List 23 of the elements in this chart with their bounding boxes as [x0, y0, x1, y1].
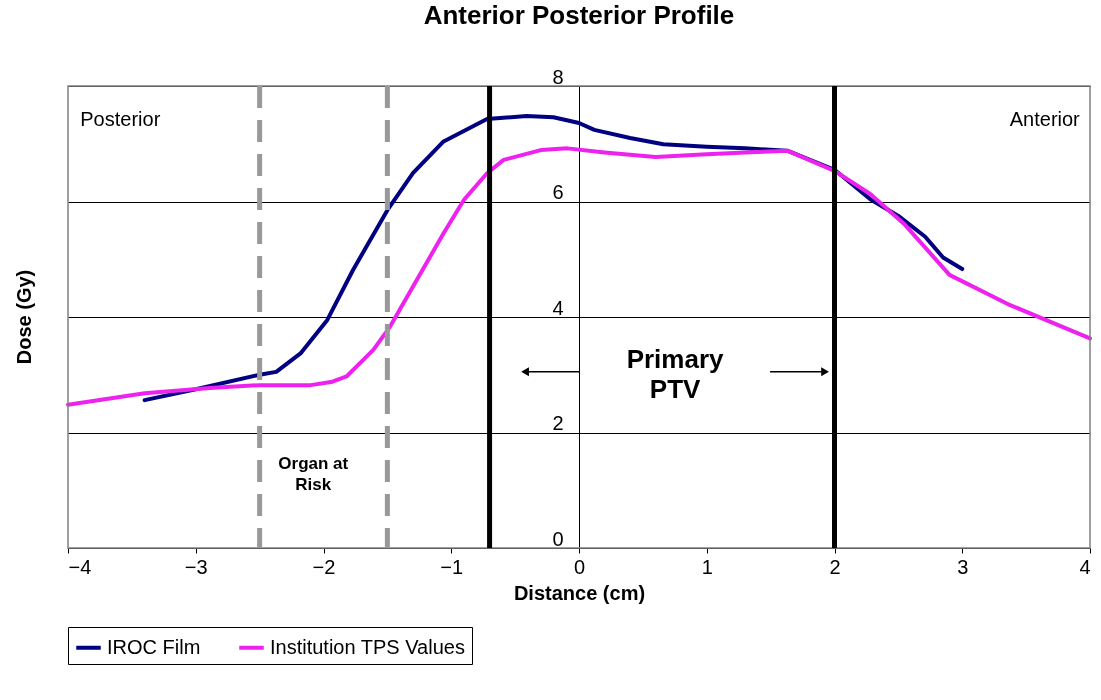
x-tick-label: −4 — [68, 555, 92, 578]
x-tick-label: −2 — [312, 555, 336, 578]
x-tick-label: 3 — [957, 555, 969, 578]
annotation: Anterior — [1009, 108, 1081, 131]
y-tick-label: 6 — [552, 181, 564, 203]
x-tick-label: −3 — [184, 555, 208, 578]
x-tick-label: −1 — [440, 555, 464, 578]
x-axis-title: Distance (cm) — [513, 581, 646, 604]
y-tick-label: 0 — [552, 527, 564, 550]
legend-label: Institution TPS Values — [270, 635, 465, 658]
y-tick-label: 4 — [552, 296, 564, 319]
annotation: Primary PTV — [626, 343, 725, 404]
legend-label: IROC Film — [107, 635, 201, 658]
y-tick-label: 2 — [552, 412, 564, 434]
x-tick-label: 1 — [701, 555, 713, 578]
chart-title: Anterior Posterior Profile — [423, 0, 735, 30]
x-tick-label: 0 — [573, 555, 586, 578]
annotation: Posterior — [80, 108, 161, 131]
y-axis-title: Dose (Gy) — [13, 269, 35, 365]
x-tick-label: 2 — [829, 555, 841, 578]
x-tick-label: 4 — [1079, 555, 1091, 578]
annotation: Organ at Risk — [278, 453, 349, 494]
y-tick-label: 8 — [552, 65, 564, 88]
